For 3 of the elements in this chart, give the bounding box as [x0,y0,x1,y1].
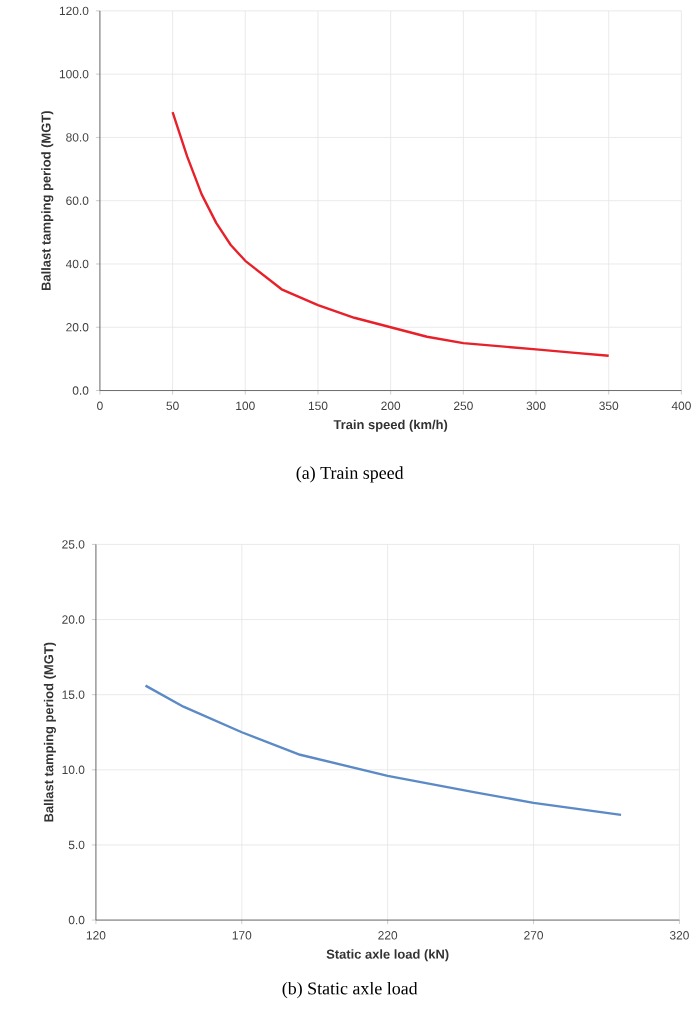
text: (a) Train speed [296,466,404,483]
line-series [144,684,623,817]
text: (b) Static axle load [282,981,418,999]
